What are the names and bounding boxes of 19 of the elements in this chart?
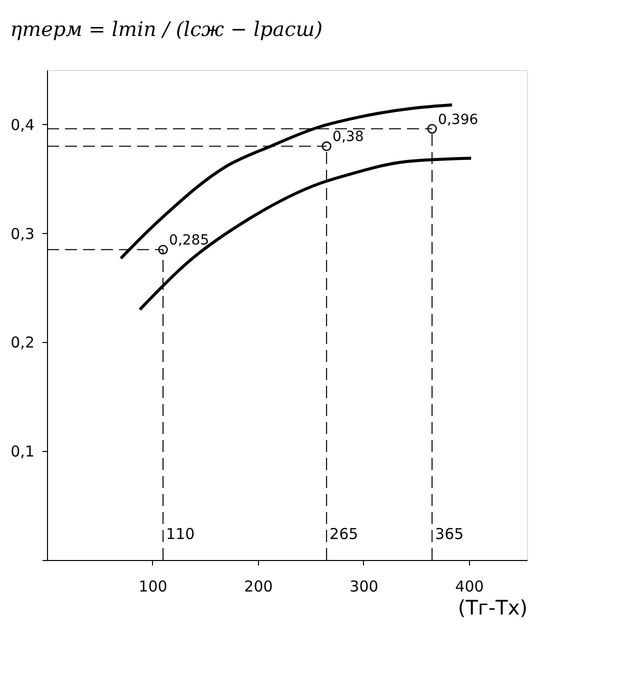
x-tick-label: 100 [138,578,168,596]
data-label: 0,38 [332,129,364,146]
point [427,124,437,134]
point [158,244,168,254]
x-tick-label: 300 [350,578,378,596]
y-tick-label: 0,4 [10,116,34,134]
x-tick-label: 200 [244,578,273,596]
x-tick-label: 400 [455,578,484,596]
ref-line-label: 365 [435,525,464,543]
ref-line-label: 110 [166,525,195,543]
point [322,141,332,152]
data-label: 0,285 [169,232,210,249]
x-axis-title: (Tг-Tx) [458,596,528,620]
y-tick-label: 0,1 [10,442,34,461]
ref-line-label: 265 [330,525,358,543]
y-tick-label: 0,3 [10,224,34,243]
y-tick-label: 0,2 [10,334,34,352]
data-label: 0,396 [438,112,478,128]
chart-title: ηтерм = lmin / (lсж − lрасш) [10,17,323,41]
